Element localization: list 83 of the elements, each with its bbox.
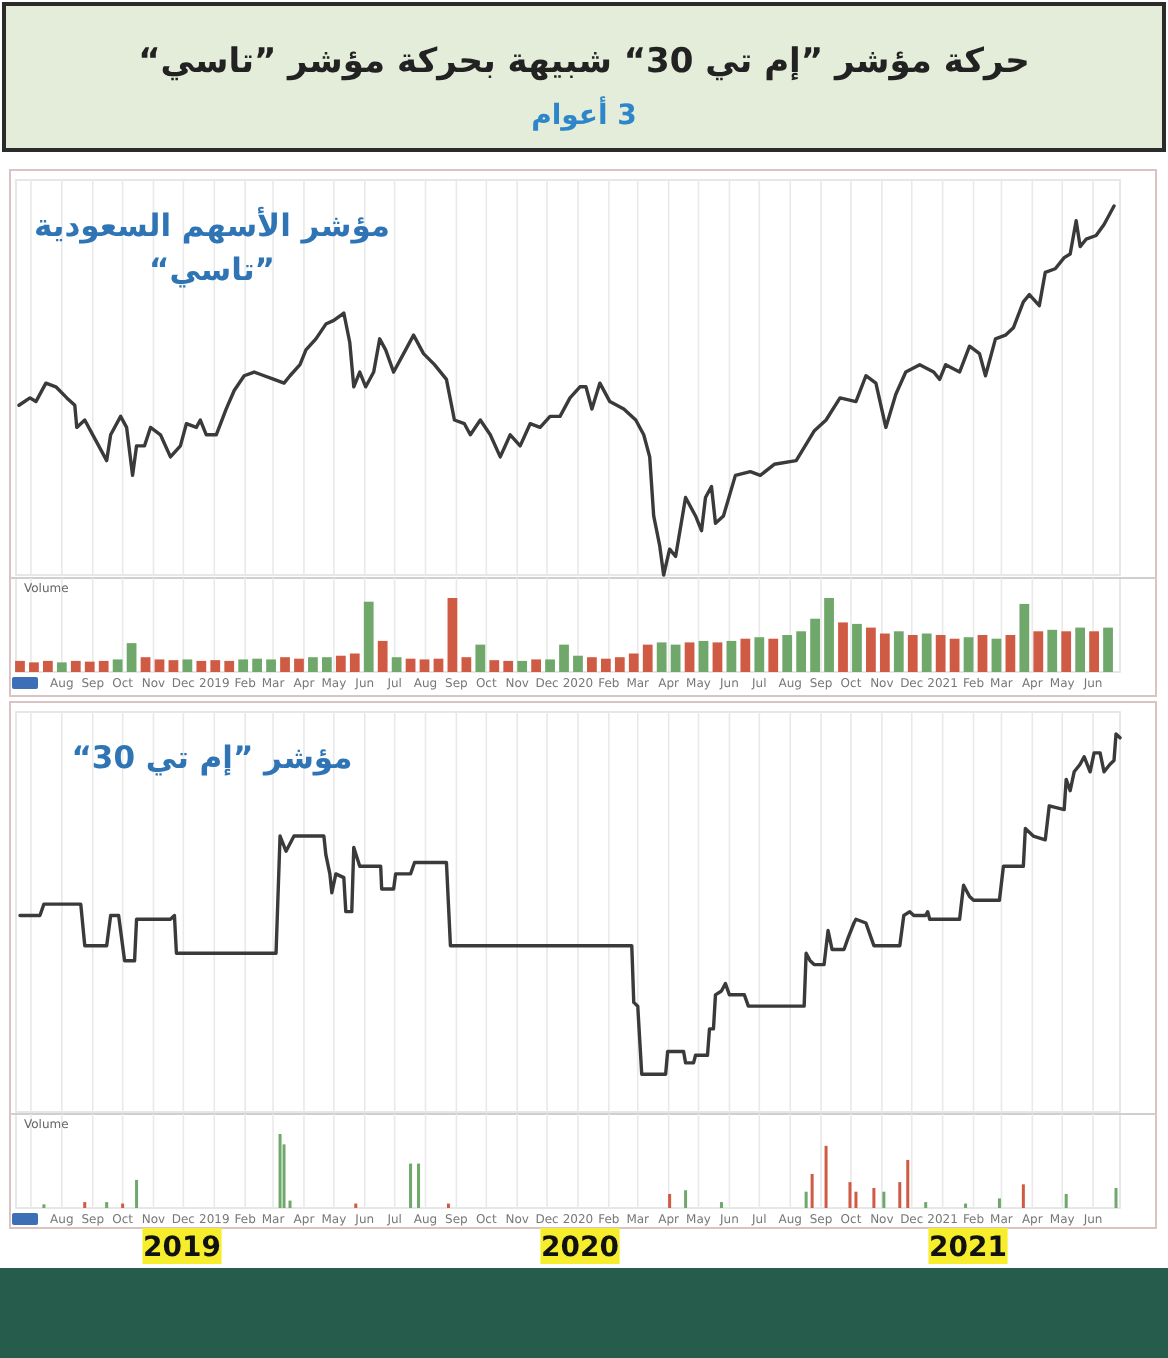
- bar: [377, 640, 388, 672]
- bar: [670, 644, 681, 672]
- bar: [266, 659, 276, 672]
- bar: [949, 638, 960, 672]
- bar: [475, 644, 486, 672]
- bar: [224, 660, 235, 672]
- bar: [656, 642, 667, 672]
- bar: [29, 662, 39, 672]
- bar: [461, 657, 472, 672]
- bar: [810, 618, 820, 672]
- text: حركة مؤشر ”إم تي 30“ شبيهة بحركة مؤشر ”تاسي“: [138, 42, 1030, 82]
- bar: [628, 653, 639, 672]
- text: 3 أعوام: [531, 96, 637, 132]
- bar: [726, 640, 737, 672]
- bar: [1005, 635, 1016, 672]
- bar: [433, 658, 444, 672]
- bar: [907, 635, 918, 672]
- bar: [308, 657, 318, 672]
- bar: [280, 657, 290, 672]
- bar: [614, 657, 625, 672]
- bar: [824, 598, 834, 672]
- bar: [112, 659, 123, 672]
- bar: [782, 635, 793, 672]
- bar: [321, 657, 332, 672]
- bar: [921, 633, 932, 672]
- bar: [335, 655, 346, 672]
- bar: [587, 657, 597, 672]
- bar: [838, 622, 848, 672]
- bar: [935, 635, 946, 672]
- bar: [168, 660, 179, 672]
- bar: [600, 658, 611, 672]
- bar: [15, 660, 25, 672]
- bar: [56, 662, 67, 672]
- chart-title: مؤشر ”إم تي 30“: [71, 740, 353, 776]
- bar: [84, 661, 95, 672]
- bar: [642, 644, 653, 672]
- bar: [1033, 631, 1044, 672]
- bar: [391, 657, 402, 672]
- bar: [517, 660, 528, 672]
- bar: [489, 660, 500, 672]
- bar: [43, 660, 53, 672]
- bar: [349, 653, 360, 672]
- bar: [140, 657, 151, 672]
- bar: [991, 638, 1002, 672]
- bar: [573, 655, 583, 672]
- bar: [1103, 627, 1113, 672]
- bar: [196, 660, 207, 672]
- bar: [1061, 631, 1072, 672]
- bar: [503, 660, 514, 672]
- bar: [238, 659, 249, 672]
- bar: [796, 631, 807, 672]
- bar: [1019, 603, 1030, 672]
- bar: [1047, 629, 1058, 672]
- bar: [977, 635, 988, 672]
- bar: [684, 642, 695, 672]
- bar: [405, 658, 416, 672]
- bar: [698, 640, 709, 672]
- bar: [126, 643, 137, 672]
- bar: [866, 627, 876, 672]
- bar: [963, 637, 974, 672]
- bar: [740, 638, 751, 672]
- bar: [447, 598, 458, 672]
- bar: [363, 601, 374, 672]
- bar: [559, 644, 569, 672]
- bar: [545, 659, 555, 672]
- bar: [294, 658, 304, 672]
- bar: [98, 660, 109, 672]
- bar: [531, 659, 541, 672]
- bar: [893, 631, 904, 672]
- text: مؤشر الأسهم السعودية ”تاسي“: [33, 206, 391, 288]
- bar: [879, 633, 890, 672]
- bar: [154, 659, 165, 672]
- bar: [768, 638, 779, 672]
- bar: [1075, 627, 1086, 672]
- bar: [852, 623, 862, 672]
- bar: [70, 660, 81, 672]
- bar: [210, 660, 221, 672]
- bar: [754, 637, 765, 672]
- bar: [419, 659, 430, 672]
- bar: [182, 659, 193, 672]
- bar: [252, 658, 263, 672]
- bar: [712, 642, 723, 672]
- bar: [1089, 631, 1099, 672]
